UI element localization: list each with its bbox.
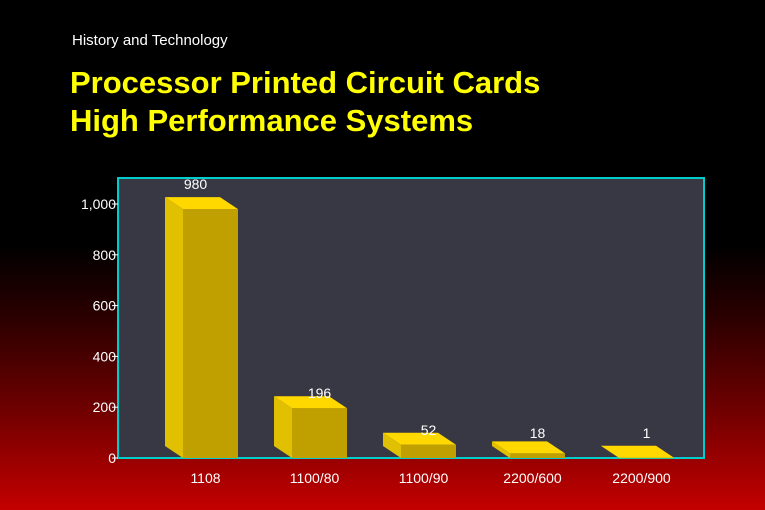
data-label: 1 [643, 425, 651, 441]
x-axis: 1108 1100/80 1100/90 2200/600 2200/900 [190, 470, 670, 486]
data-label: 52 [421, 422, 437, 438]
y-tick-label: 800 [93, 247, 117, 263]
data-label: 18 [530, 425, 546, 441]
y-tick-label: 0 [108, 450, 116, 466]
x-tick-label: 1100/80 [290, 470, 340, 486]
title-line-1: Processor Printed Circuit Cards [70, 65, 541, 100]
bar: 52 [383, 422, 456, 458]
y-tick-label: 400 [93, 348, 117, 364]
x-tick-label: 2200/600 [503, 470, 562, 486]
bar-side [383, 432, 401, 458]
y-axis: 0 200 400 600 800 1,000 [81, 196, 118, 466]
bar-top [492, 441, 565, 454]
data-label: 980 [184, 176, 208, 192]
bar: 980 [165, 176, 238, 458]
x-tick-label: 1108 [190, 470, 220, 486]
bar-top [165, 197, 238, 210]
bar: 196 [274, 385, 347, 458]
bar-top [383, 432, 456, 445]
bar-front [183, 209, 238, 458]
bar: 18 [492, 425, 565, 458]
slide-title: Processor Printed Circuit Cards High Per… [70, 64, 540, 140]
bar-side [601, 445, 619, 458]
data-label: 196 [308, 385, 332, 401]
x-tick-label: 1100/90 [399, 470, 449, 486]
bar-top [274, 396, 347, 409]
y-tick-label: 200 [93, 399, 117, 415]
y-tick-label: 1,000 [81, 196, 116, 212]
y-tick-label: 600 [93, 298, 117, 314]
bar: 1 [601, 425, 674, 459]
x-tick-label: 2200/900 [612, 470, 671, 486]
bar-side [165, 197, 183, 458]
bar-front [401, 444, 456, 458]
bar-front [619, 457, 674, 459]
title-line-2: High Performance Systems [70, 103, 474, 138]
bar-front [292, 408, 347, 458]
bar-top [601, 445, 674, 458]
bars: 980 196 52 18 1 [165, 176, 674, 459]
bar-side [274, 396, 292, 458]
bar-side [492, 441, 510, 458]
bar-front [510, 453, 565, 458]
subtitle: History and Technology [72, 32, 228, 49]
